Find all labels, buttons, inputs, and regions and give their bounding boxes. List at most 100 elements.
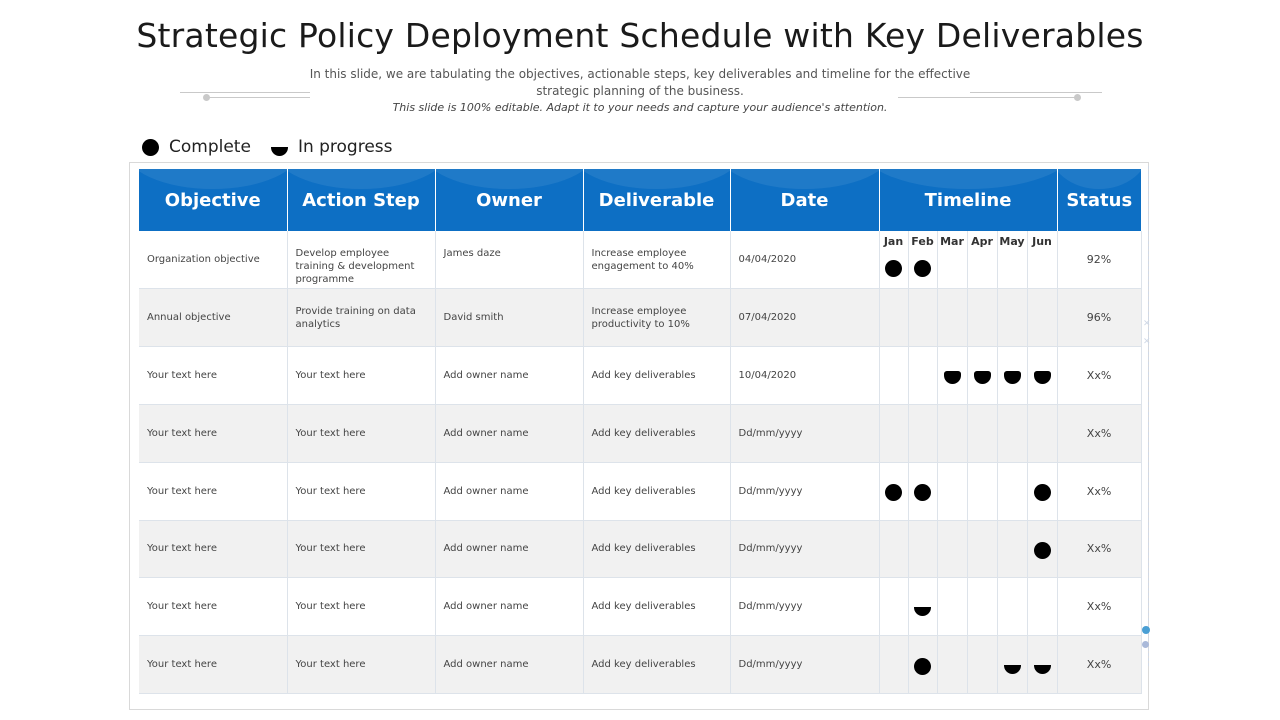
side-close-icon: ✕ — [1143, 319, 1151, 329]
header-action-step: Action Step — [287, 169, 436, 231]
table-row: Your text here Your text here Add owner na… — [139, 577, 1142, 637]
legend-label-in-progress: In progress — [297, 137, 393, 157]
timeline-cell: Jan — [879, 231, 909, 290]
legend-label-complete: Complete — [169, 137, 251, 157]
action-step-cell: Provide training on data analytics — [287, 288, 436, 348]
timeline-cell — [967, 346, 998, 405]
timeline-cell — [1027, 288, 1058, 348]
full-circle-icon — [914, 657, 931, 675]
table-row: Annual objective Provide training on data… — [139, 288, 1142, 348]
deliverable-cell: Add key deliverables — [583, 462, 731, 521]
objective-cell: Your text here — [139, 577, 288, 637]
full-circle-icon — [885, 484, 902, 502]
timeline-cell — [937, 462, 968, 521]
timeline-cell — [879, 462, 909, 521]
timeline-cell — [908, 346, 938, 405]
owner-cell: Add owner name — [435, 577, 584, 637]
timeline-cell — [997, 346, 1028, 405]
date-cell: Dd/mm/yyyy — [730, 520, 880, 579]
editable-note: This slide is 100% editable. Adapt it to… — [392, 101, 888, 114]
timeline-cell — [908, 520, 938, 579]
header-date: Date — [730, 169, 880, 231]
header-status: Status — [1057, 169, 1142, 231]
action-step-cell: Your text here — [287, 577, 436, 637]
timeline-cell — [1027, 462, 1058, 521]
action-step-cell: Your text here — [287, 404, 436, 463]
half-circle-icon — [943, 370, 961, 384]
deliverable-cell: Add key deliverables — [583, 404, 731, 463]
status-cell: Xx% — [1057, 520, 1142, 579]
deliverable-cell: Add key deliverables — [583, 346, 731, 405]
left-decor-line — [180, 92, 310, 93]
header-deliverable: Deliverable — [583, 169, 731, 231]
deliverable-cell: Increase employee engagement to 40% — [583, 231, 731, 290]
timeline-cell — [908, 404, 938, 463]
objective-cell: Your text here — [139, 462, 288, 521]
side-close-icon: ✕ — [1143, 337, 1151, 347]
timeline-cell: Feb — [908, 231, 938, 290]
owner-cell: Add owner name — [435, 404, 584, 463]
timeline-cell: Mar — [937, 231, 968, 290]
status-cell: Xx% — [1057, 346, 1142, 405]
objective-cell: Your text here — [139, 404, 288, 463]
date-cell: Dd/mm/yyyy — [730, 462, 880, 521]
date-cell: Dd/mm/yyyy — [730, 577, 880, 637]
table-row: Your text here Your text here Add owner na… — [139, 462, 1142, 521]
half-circle-icon — [1003, 370, 1021, 384]
timeline-cell — [1027, 635, 1058, 694]
timeline-cell — [908, 577, 938, 637]
action-step-cell: Develop employee training & development … — [287, 231, 436, 290]
owner-cell: David smith — [435, 288, 584, 348]
half-circle-icon — [270, 146, 288, 156]
full-circle-icon — [142, 138, 159, 156]
timeline-cell: May — [997, 231, 1028, 290]
timeline-cell — [879, 288, 909, 348]
full-circle-icon — [1033, 541, 1051, 559]
timeline-cell — [997, 520, 1028, 579]
objective-cell: Your text here — [139, 635, 288, 694]
month-label: Apr — [971, 235, 993, 248]
left-decor-dot — [203, 94, 210, 101]
objective-cell: Annual objective — [139, 288, 288, 348]
table-row: Your text here Your text here Add owner na… — [139, 346, 1142, 405]
objective-cell: Your text here — [139, 346, 288, 405]
owner-cell: Add owner name — [435, 635, 584, 694]
owner-cell: James daze — [435, 231, 584, 290]
full-circle-icon — [914, 259, 931, 277]
owner-cell: Add owner name — [435, 462, 584, 521]
date-cell: Dd/mm/yyyy — [730, 404, 880, 463]
half-circle-icon — [973, 370, 991, 384]
table-header-row: Objective Action Step Owner Deliverable … — [139, 169, 1142, 231]
status-cell: Xx% — [1057, 577, 1142, 637]
objective-cell: Your text here — [139, 520, 288, 579]
header-timeline: Timeline — [879, 169, 1058, 231]
timeline-cell — [967, 635, 998, 694]
timeline-cell — [937, 635, 968, 694]
timeline-cell — [997, 577, 1028, 637]
timeline-cell — [997, 635, 1028, 694]
timeline-cell — [997, 404, 1028, 463]
date-cell: Dd/mm/yyyy — [730, 635, 880, 694]
status-cell: Xx% — [1057, 635, 1142, 694]
timeline-cell — [937, 577, 968, 637]
table-row: Organization objective Develop employee t… — [139, 231, 1142, 290]
table-row: Your text here Your text here Add owner na… — [139, 404, 1142, 463]
timeline-cell — [879, 404, 909, 463]
right-decor-dot — [1074, 94, 1081, 101]
timeline-cell — [879, 520, 909, 579]
timeline-cell: Apr — [967, 231, 998, 290]
action-step-cell: Your text here — [287, 346, 436, 405]
page-title: Strategic Policy Deployment Schedule wit… — [136, 16, 1144, 55]
deliverable-cell: Increase employee productivity to 10% — [583, 288, 731, 348]
half-circle-icon — [1003, 664, 1021, 674]
side-dashed-guide — [1148, 166, 1149, 666]
timeline-cell — [1027, 404, 1058, 463]
timeline-cell — [1027, 520, 1058, 579]
page-subtitle: In this slide, we are tabulating the obj… — [309, 67, 971, 98]
owner-cell: Add owner name — [435, 520, 584, 579]
timeline-cell — [879, 346, 909, 405]
timeline-cell — [997, 288, 1028, 348]
right-decor-line — [970, 92, 1102, 93]
half-circle-icon — [914, 606, 931, 616]
timeline-cell — [908, 635, 938, 694]
